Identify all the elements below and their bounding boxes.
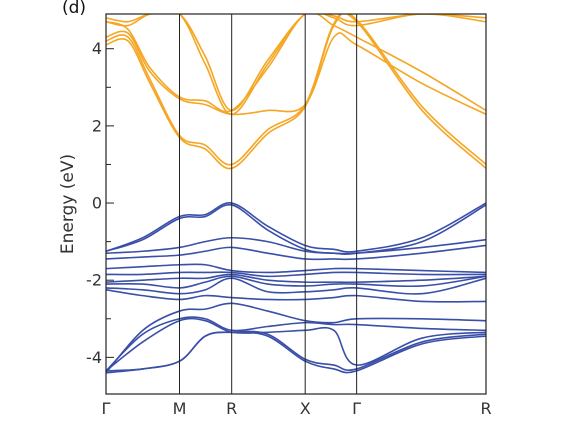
y-axis-label: Energy (eV) bbox=[58, 154, 78, 254]
x-tick-label-4: Γ bbox=[352, 399, 361, 418]
valence-band-12 bbox=[106, 317, 486, 372]
x-tick-label-5: R bbox=[480, 399, 491, 418]
kpoint-lines-group bbox=[179, 14, 358, 394]
valence-band-6 bbox=[106, 273, 486, 284]
panel-label: (d) bbox=[62, 0, 86, 18]
conduction-band-19 bbox=[106, 14, 486, 116]
y-tick-label-1: 2 bbox=[92, 116, 102, 135]
valence-band-2 bbox=[106, 236, 486, 255]
valence-band-11 bbox=[106, 316, 486, 372]
plot-frame bbox=[105, 13, 487, 395]
valence-band-0 bbox=[106, 202, 486, 253]
valence-band-8 bbox=[106, 277, 486, 295]
valence-band-14 bbox=[106, 331, 486, 374]
conduction-band-15 bbox=[106, 14, 486, 170]
y-tick-label-3: -2 bbox=[86, 271, 102, 290]
y-tick-label-4: -4 bbox=[86, 348, 102, 367]
valence-band-5 bbox=[106, 271, 486, 278]
y-tick-label-2: 0 bbox=[92, 194, 102, 213]
y-tick-label-0: 4 bbox=[92, 39, 102, 58]
valence-band-1 bbox=[106, 203, 486, 256]
x-tick-label-0: Γ bbox=[102, 399, 111, 418]
conduction-band-18 bbox=[106, 14, 486, 113]
valence-band-10 bbox=[106, 302, 486, 374]
y-ticks-group: 4 2 0 -2 -4 bbox=[86, 39, 114, 367]
y-axis-title: Energy (eV) bbox=[58, 154, 78, 254]
valence-band-9 bbox=[106, 289, 486, 303]
x-tick-label-3: X bbox=[300, 399, 311, 418]
bands-group bbox=[106, 14, 486, 374]
x-tick-label-1: M bbox=[173, 399, 187, 418]
x-tick-label-2: R bbox=[226, 399, 237, 418]
valence-band-7 bbox=[106, 275, 486, 289]
conduction-band-17 bbox=[106, 30, 486, 116]
valence-band-4 bbox=[106, 263, 486, 274]
conduction-band-20 bbox=[106, 14, 486, 112]
valence-band-3 bbox=[106, 244, 486, 261]
